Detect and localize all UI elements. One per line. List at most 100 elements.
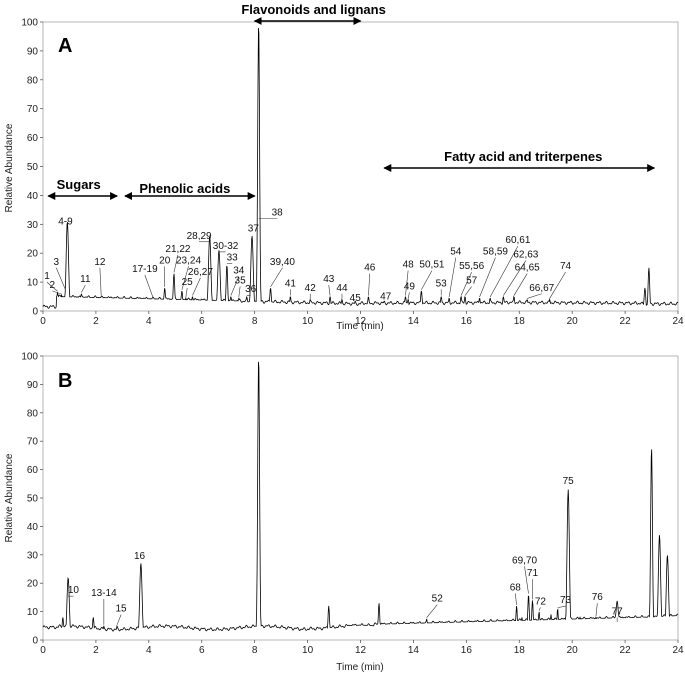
peak-label: 45 — [350, 293, 362, 304]
panel-b: B Relative Abundance Time (min) 01020304… — [4, 352, 684, 674]
peak-label: 54 — [450, 247, 462, 258]
x-tick-label: 14 — [408, 316, 420, 327]
peak-label: 42 — [305, 283, 317, 294]
x-tick-label: 22 — [620, 316, 632, 327]
peak-leader-line — [421, 270, 433, 290]
x-tick-label: 16 — [461, 645, 473, 656]
x-tick-label: 2 — [93, 316, 99, 327]
peak-label: 35 — [235, 276, 247, 287]
y-tick-label: 50 — [27, 162, 39, 173]
peak-label: 37 — [248, 224, 260, 235]
peak-leader-line — [181, 266, 189, 290]
peak-leader-line — [116, 614, 122, 625]
region-label: Flavonoids and lignans — [241, 2, 385, 17]
x-tick-label: 18 — [514, 316, 526, 327]
peak-label: 47 — [380, 291, 392, 302]
panel-a-x-ticks: 0 2 4 6 8 10 12 14 16 18 20 22 24 — [40, 311, 684, 327]
peak-label: 3 — [53, 257, 59, 268]
peak-label: 11 — [80, 274, 91, 285]
y-tick-label: 100 — [21, 18, 38, 29]
peak-label: 62,63 — [513, 250, 538, 261]
y-tick-label: 30 — [27, 220, 39, 231]
peak-leader-line — [81, 284, 86, 293]
x-tick-label: 4 — [146, 316, 152, 327]
panel-a: A Relative Abundance Time (min) 01020304… — [4, 2, 684, 332]
peak-label: 12 — [94, 257, 106, 268]
peak-label: 23,24 — [176, 255, 201, 266]
peak-leader-line — [46, 281, 58, 292]
x-tick-label: 8 — [252, 316, 258, 327]
x-tick-label: 10 — [302, 645, 314, 656]
y-tick-label: 20 — [27, 249, 39, 260]
x-tick-label: 24 — [672, 316, 684, 327]
peak-label: 48 — [403, 260, 415, 271]
peak-leader-line — [464, 286, 472, 296]
y-tick-label: 90 — [27, 380, 39, 391]
x-tick-label: 12 — [355, 645, 367, 656]
peak-label: 41 — [285, 278, 297, 289]
peak-label: 75 — [563, 476, 575, 487]
panel-b-annotations: 10 13-14 15 16 52 68 69,70 71 72 73 75 76 77 — [68, 476, 623, 625]
peak-label: 33 — [227, 252, 239, 263]
y-tick-label: 60 — [27, 133, 39, 144]
x-tick-label: 14 — [408, 645, 420, 656]
peak-leader-line — [405, 270, 409, 296]
peak-label: 2 — [49, 280, 55, 291]
x-tick-label: 4 — [146, 645, 152, 656]
peak-label: 73 — [560, 595, 572, 606]
y-tick-label: 0 — [32, 636, 38, 647]
peak-leader-line — [460, 271, 472, 296]
peak-leader-line — [524, 566, 529, 594]
y-tick-label: 10 — [27, 607, 39, 618]
peak-leader-line — [549, 271, 566, 299]
peak-label: 1 — [44, 271, 50, 282]
peak-label: 77 — [612, 606, 624, 617]
panel-b-x-label: Time (min) — [336, 662, 383, 673]
x-tick-label: 2 — [93, 645, 99, 656]
panel-a-trace — [42, 27, 679, 309]
peak-label: 76 — [592, 592, 604, 603]
peak-label: 17-19 — [132, 264, 158, 275]
peak-leader-line — [192, 277, 201, 296]
panel-a-x-label: Time (min) — [336, 321, 383, 332]
peak-leader-line — [328, 285, 331, 296]
x-tick-label: 20 — [567, 316, 579, 327]
region-label: Phenolic acids — [139, 181, 230, 196]
x-tick-label: 16 — [461, 316, 473, 327]
x-tick-label: 20 — [567, 645, 579, 656]
peak-leader-line — [448, 257, 457, 298]
peak-label: 68 — [510, 582, 522, 593]
y-tick-label: 0 — [32, 307, 38, 318]
peak-leader-line — [538, 607, 541, 611]
peak-leader-line — [514, 593, 517, 605]
x-tick-label: 12 — [355, 316, 367, 327]
peak-leader-line — [503, 260, 527, 296]
peak-label: 21,22 — [165, 244, 190, 255]
panel-b-y-label: Relative Abundance — [4, 453, 15, 542]
panel-b-trace — [42, 361, 679, 632]
peak-label: 58,59 — [483, 247, 508, 258]
peak-label: 64,65 — [515, 263, 540, 274]
y-tick-label: 100 — [21, 352, 38, 363]
y-tick-label: 40 — [27, 522, 39, 533]
peak-leader-line — [368, 273, 371, 296]
peak-leader-line — [55, 267, 66, 290]
peak-label: 20 — [159, 255, 171, 266]
peak-leader-line — [185, 287, 188, 298]
peak-leader-line — [52, 290, 62, 295]
peak-label: 52 — [432, 594, 444, 605]
peak-leader-line — [144, 274, 154, 298]
peak-label: 66,67 — [529, 283, 554, 294]
peak-label: 72 — [535, 597, 547, 608]
peak-label: 53 — [436, 278, 448, 289]
x-tick-label: 18 — [514, 645, 526, 656]
peak-label: 16 — [134, 551, 146, 562]
panel-b-frame — [42, 355, 679, 641]
panel-a-annotations: 1234-9111217-192021,2223,242526,2728,293… — [44, 208, 571, 304]
y-tick-label: 80 — [27, 408, 39, 419]
region-label: Sugars — [57, 177, 101, 192]
peak-label: 39,40 — [270, 257, 295, 268]
peak-leader-line — [270, 267, 283, 288]
